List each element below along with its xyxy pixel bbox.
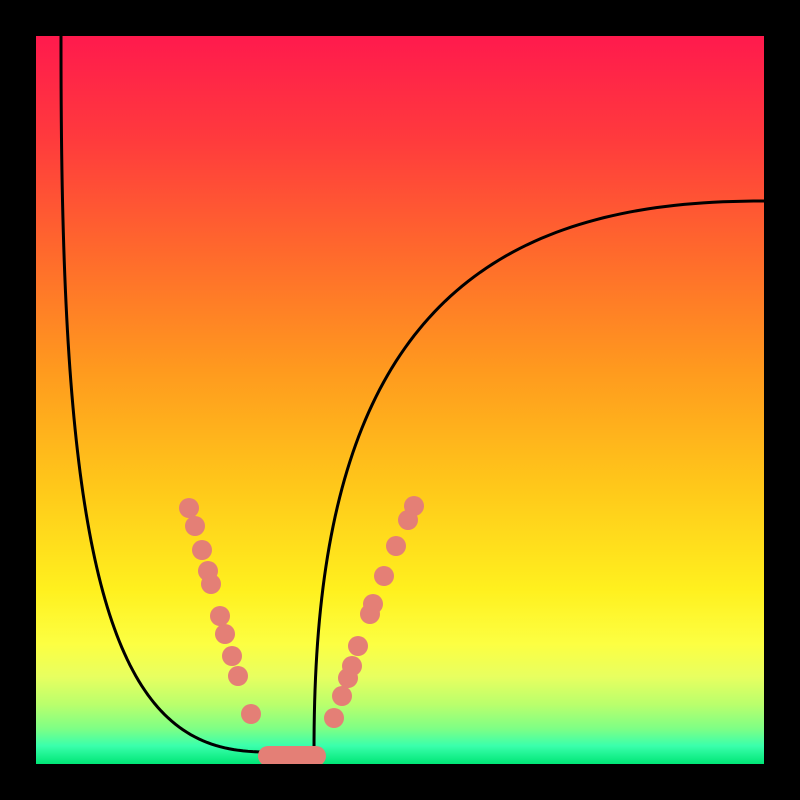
data-point — [363, 594, 383, 614]
data-point — [185, 516, 205, 536]
bottleneck-curve — [61, 36, 764, 756]
data-point — [348, 636, 368, 656]
curve-layer — [36, 36, 764, 764]
data-point — [404, 496, 424, 516]
data-point — [222, 646, 242, 666]
data-point — [215, 624, 235, 644]
data-point — [386, 536, 406, 556]
data-point — [241, 704, 261, 724]
plot-area — [36, 36, 764, 764]
plot-frame — [0, 0, 800, 800]
data-point — [324, 708, 344, 728]
data-point — [201, 574, 221, 594]
data-point — [192, 540, 212, 560]
data-point — [342, 656, 362, 676]
chart-root: TheBottleneck.com — [0, 0, 800, 800]
data-point — [179, 498, 199, 518]
valley-marker — [258, 746, 326, 764]
data-point — [210, 606, 230, 626]
data-point — [374, 566, 394, 586]
data-point — [332, 686, 352, 706]
data-point — [228, 666, 248, 686]
